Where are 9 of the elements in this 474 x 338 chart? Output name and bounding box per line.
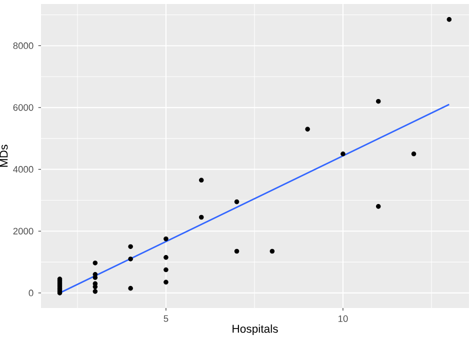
y-tick-label: 0 [28, 290, 34, 296]
y-tick-label: 6000 [13, 104, 34, 111]
y-tick-label: 2000 [13, 228, 34, 234]
x-tick-label: 10 [338, 315, 348, 322]
y-tick-label: 4000 [13, 166, 34, 173]
x-axis-title: Hospitals [232, 324, 278, 336]
y-axis-title: MDs [0, 144, 8, 167]
y-tick-label: 8000 [13, 42, 34, 50]
x-tick-label: 5 [164, 315, 168, 322]
